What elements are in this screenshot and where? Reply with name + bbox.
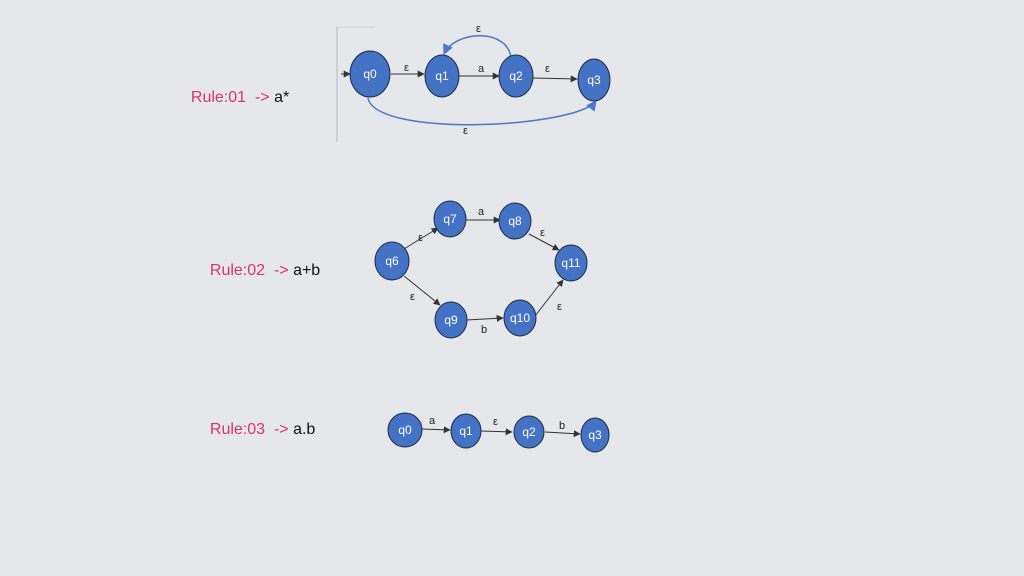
state-d1-q3-label: q3: [587, 73, 601, 87]
diagram-2-states: q6 q7 q8 q9 q10 q11: [374, 200, 588, 339]
diagram-2-edges: [403, 216, 564, 322]
label-d1-q0-q3: ε: [463, 125, 468, 137]
state-d3-q0: q0: [387, 412, 423, 448]
label-d2-q6-q7: ε: [418, 232, 423, 244]
state-d2-q10-label: q10: [510, 311, 530, 325]
edge-d2-q9-q10: [465, 314, 504, 322]
edge-d3-q2-q3: [544, 430, 581, 438]
state-d2-q11: q11: [554, 244, 588, 282]
state-d2-q7-label: q7: [443, 212, 457, 226]
label-d3-q2-q3: b: [559, 420, 565, 432]
label-d3-q1-q2: ε: [493, 416, 498, 428]
edge-d1-q0-q3-bypass: [367, 97, 597, 126]
rule-03-caption: Rule:03 -> a.b: [201, 403, 315, 439]
label-d3-q0-q1: a: [429, 415, 436, 427]
diagram-1-edge-labels: ε a ε ε ε: [404, 23, 550, 137]
edge-d2-q6-q9: [403, 275, 441, 306]
state-d2-q6-label: q6: [385, 254, 399, 268]
label-d2-q6-q9: ε: [410, 291, 415, 303]
state-d3-q3: q3: [580, 417, 610, 453]
state-d2-q11-label: q11: [561, 256, 580, 270]
diagram-1-frame: [336, 26, 375, 142]
state-d3-q3-label: q3: [588, 428, 602, 442]
state-d1-q0: q0: [349, 50, 391, 98]
rule-01-name: Rule:01: [190, 89, 247, 106]
edge-d3-q1-q2: [480, 428, 513, 436]
state-d1-q1-label: q1: [435, 69, 449, 83]
state-d2-q9: q9: [434, 301, 468, 339]
label-d2-q10-q11: ε: [557, 301, 562, 313]
rule-01-arrow: ->: [254, 89, 270, 106]
label-d1-q2-q3: ε: [545, 63, 550, 75]
label-d2-q9-q10: b: [481, 324, 487, 336]
rule-02-arrow: ->: [273, 262, 289, 279]
diagram-1-edges: [367, 35, 597, 126]
rule-02-name: Rule:02: [209, 262, 266, 279]
state-d2-q7: q7: [433, 200, 467, 238]
label-d1-q0-q1: ε: [404, 62, 409, 74]
state-d3-q2-label: q2: [522, 425, 536, 439]
label-d2-q7-q8: a: [478, 206, 485, 218]
rule-02-expression: a+b: [293, 262, 321, 279]
edge-d1-q2-q3: [532, 75, 578, 83]
edge-d2-q6-q7: [403, 227, 439, 250]
label-d1-q1-q2: a: [478, 63, 485, 75]
rule-03-name: Rule:03: [209, 421, 266, 438]
diagram-3-states: q0 q1 q2 q3: [387, 412, 610, 453]
state-d1-q1: q1: [424, 54, 460, 98]
diagram-3-edge-labels: a ε b: [429, 415, 565, 432]
diagram-2-edge-labels: ε a ε ε b ε: [410, 206, 562, 336]
state-d2-q8: q8: [498, 202, 532, 240]
diagram-1-states: q0 q1 q2 q3: [349, 50, 611, 102]
label-d1-q2-q1: ε: [476, 23, 481, 35]
state-d2-q6: q6: [374, 241, 410, 281]
state-d1-q3: q3: [577, 58, 611, 102]
state-d1-q2-label: q2: [509, 69, 523, 83]
edge-d2-q10-q11: [534, 279, 564, 317]
state-d3-q1: q1: [450, 413, 482, 449]
state-d1-q0-label: q0: [363, 67, 377, 81]
state-d2-q9-label: q9: [444, 313, 458, 327]
rule-01-caption: Rule:01 -> a*: [182, 71, 289, 107]
state-d1-q2: q2: [498, 54, 534, 98]
diagram-3-edges: [421, 426, 581, 438]
state-d3-q0-label: q0: [398, 423, 412, 437]
rule-03-arrow: ->: [273, 421, 289, 438]
label-d2-q8-q11: ε: [540, 227, 545, 239]
state-d2-q8-label: q8: [508, 214, 522, 228]
edge-d3-q0-q1: [421, 426, 451, 434]
edge-d2-q8-q11: [528, 233, 560, 251]
state-d3-q1-label: q1: [459, 424, 473, 438]
state-d3-q2: q2: [513, 415, 545, 449]
rule-03-expression: a.b: [293, 421, 316, 438]
rule-01-expression: a*: [274, 89, 290, 106]
state-d2-q10: q10: [503, 299, 537, 337]
rule-02-caption: Rule:02 -> a+b: [201, 244, 320, 280]
edge-d1-q2-q1-loop: [443, 35, 512, 59]
